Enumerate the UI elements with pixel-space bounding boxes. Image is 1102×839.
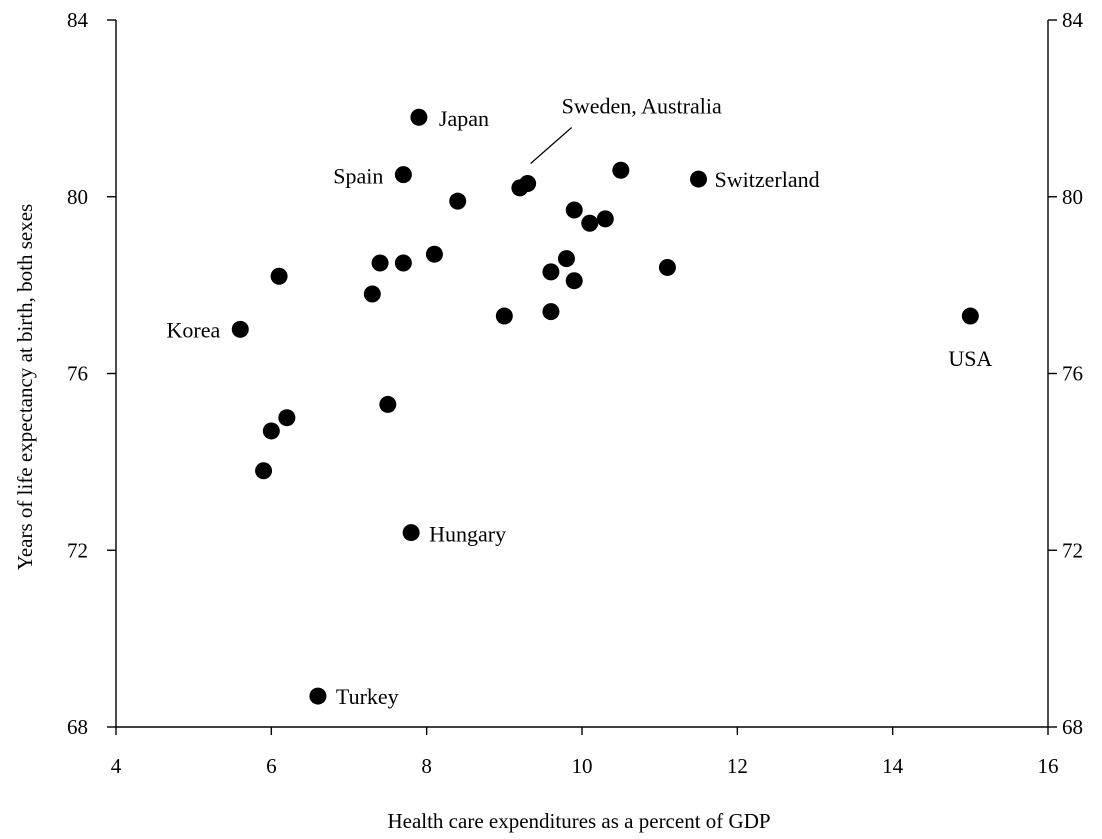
data-point — [394, 166, 412, 184]
data-point — [270, 267, 288, 285]
point-label: Switzerland — [715, 167, 820, 192]
x-tick-label: 4 — [111, 754, 122, 778]
y-tick-label-left: 80 — [67, 185, 88, 209]
point-label: Korea — [167, 317, 221, 342]
y-tick-label-right: 76 — [1062, 362, 1083, 386]
axes — [115, 20, 1049, 728]
data-point — [581, 214, 599, 232]
data-point — [519, 174, 537, 192]
data-point — [565, 201, 583, 219]
annotation-leader-line — [530, 127, 573, 164]
data-point — [612, 161, 630, 179]
data-point — [255, 462, 273, 480]
data-point — [542, 303, 560, 321]
point-label: USA — [948, 346, 992, 371]
data-point — [309, 687, 327, 705]
data-point — [262, 422, 280, 440]
data-point — [961, 307, 979, 325]
data-point — [278, 409, 296, 427]
point-label: Japan — [439, 106, 489, 131]
y-tick-label-left: 72 — [67, 538, 88, 562]
y-tick-label-left: 76 — [67, 362, 88, 386]
data-point — [402, 524, 420, 542]
data-point — [542, 263, 560, 281]
x-axis-title: Health care expenditures as a percent of… — [387, 809, 770, 833]
x-tick-label: 14 — [882, 754, 904, 778]
data-point — [410, 108, 428, 126]
data-point — [231, 320, 249, 338]
y-tick-label-left: 68 — [67, 715, 88, 739]
x-tick-label: 16 — [1038, 754, 1059, 778]
data-point — [394, 254, 412, 272]
x-tick-label: 8 — [421, 754, 432, 778]
point-label: Spain — [333, 164, 383, 189]
y-tick-label-right: 80 — [1062, 185, 1083, 209]
x-tick-label: 6 — [266, 754, 277, 778]
y-axis-title: Years of life expectancy at birth, both … — [13, 204, 37, 570]
y-tick-label-left: 84 — [67, 8, 89, 32]
y-tick-label-right: 68 — [1062, 715, 1083, 739]
data-point — [658, 258, 676, 276]
x-tick-label: 10 — [572, 754, 593, 778]
data-point — [557, 250, 575, 268]
y-tick-label-right: 72 — [1062, 538, 1083, 562]
data-point — [690, 170, 707, 188]
data-point — [371, 254, 389, 272]
x-tick-label: 12 — [727, 754, 748, 778]
y-tick-label-right: 84 — [1062, 8, 1084, 32]
data-point — [425, 245, 443, 263]
data-point — [379, 395, 397, 413]
point-label: Hungary — [429, 522, 506, 547]
data-point — [363, 285, 381, 303]
point-label: Turkey — [336, 684, 399, 709]
point-labels: Korea Turkey Spain Hungary Japan Switzerland U… — [167, 93, 993, 709]
data-point — [449, 192, 467, 210]
data-points — [231, 108, 979, 705]
annotation-label: Sweden, Australia — [562, 93, 722, 118]
data-point — [565, 272, 583, 290]
data-point — [596, 210, 614, 228]
data-point — [495, 307, 513, 325]
